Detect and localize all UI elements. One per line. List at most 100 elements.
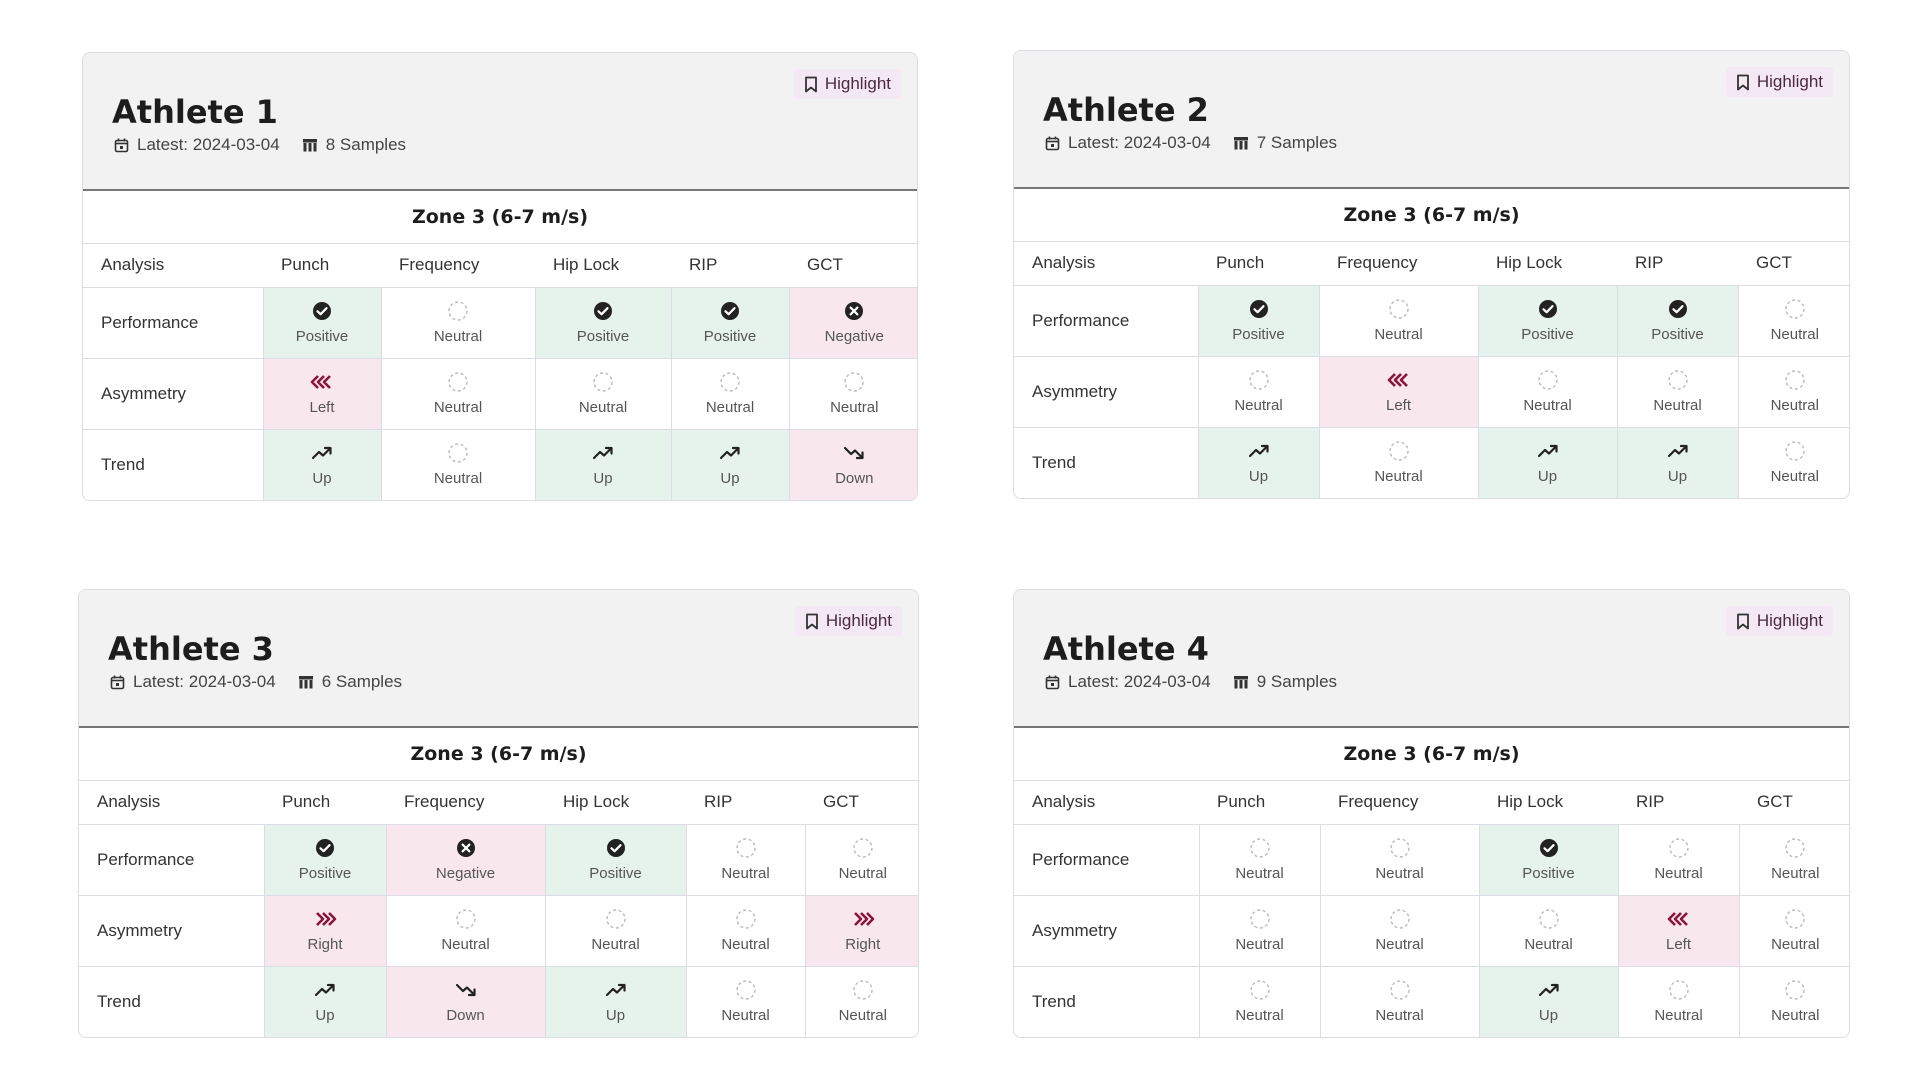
status-cell: Up <box>544 965 687 1037</box>
card-header: Highlight Athlete 3 Latest: 2024-03-04 <box>79 590 918 728</box>
table-row-performance: Performance Positive Neutral Positive Positi… <box>83 286 917 359</box>
status-cell: Neutral <box>1478 894 1619 967</box>
dashed-circle-icon <box>843 371 865 393</box>
column-header-gct: GCT <box>789 244 917 288</box>
sample-count: 8 Samples <box>325 135 407 154</box>
highlight-button[interactable]: Highlight <box>1725 67 1833 97</box>
status-label: Up <box>720 470 740 487</box>
status-cell: Right <box>804 894 918 967</box>
right-arrows-icon <box>312 908 338 930</box>
status-cell: Neutral <box>534 357 672 430</box>
athlete-meta: Latest: 2024-03-04 9 Samples <box>1045 672 1359 692</box>
highlight-label: Highlight <box>1756 611 1823 630</box>
trend-down-icon <box>843 442 865 464</box>
dashed-circle-icon <box>1249 908 1271 930</box>
status-label: Up <box>315 1007 335 1024</box>
zone-title: Zone 3 (6-7 m/s) <box>83 191 917 244</box>
status-cell: Down <box>788 428 917 500</box>
table-row-performance: Performance Positive Negative Positive Neutr… <box>79 823 918 896</box>
status-label: Neutral <box>1654 1007 1703 1024</box>
status-cell: Left <box>1617 894 1740 967</box>
latest-date: Latest: 2024-03-04 <box>1068 672 1211 691</box>
status-cell: Neutral <box>380 286 536 359</box>
status-label: Left <box>1385 397 1412 414</box>
status-label: Neutral <box>1523 397 1572 414</box>
bookmark-icon <box>1736 74 1749 90</box>
status-cell: Neutral <box>1318 426 1479 498</box>
table-row-trend: Trend Up Neutral Up Up Down <box>83 428 917 500</box>
highlight-label: Highlight <box>824 74 891 93</box>
latest-date: Latest: 2024-03-04 <box>133 672 276 691</box>
row-label: Performance <box>83 286 264 359</box>
dashed-circle-icon <box>852 979 874 1001</box>
highlight-button[interactable]: Highlight <box>793 69 901 99</box>
status-cell: Neutral <box>1198 823 1321 896</box>
status-label: Neutral <box>1771 1007 1820 1024</box>
sample-count: 6 Samples <box>321 672 403 691</box>
status-cell: Up <box>262 428 382 500</box>
card-header: Highlight Athlete 4 Latest: 2024-03-04 <box>1014 590 1849 728</box>
card-header: Highlight Athlete 2 Latest: 2024-03-04 <box>1014 51 1849 189</box>
athlete-card-3: Highlight Athlete 3 Latest: 2024-03-04 <box>78 589 919 1038</box>
check-circle-icon <box>720 300 740 322</box>
athlete-card-2: Highlight Athlete 2 Latest: 2024-03-04 <box>1013 50 1850 499</box>
dashed-circle-icon <box>1784 908 1806 930</box>
status-label: Neutral <box>1771 865 1820 882</box>
table-header-row: Analysis Punch Frequency Hip Lock RIP GCT <box>1014 242 1849 286</box>
status-cell: Neutral <box>1617 823 1740 896</box>
left-arrows-icon <box>1666 908 1692 930</box>
trend-up-icon <box>1248 440 1270 462</box>
dashed-circle-icon <box>1667 369 1689 391</box>
dashed-circle-icon <box>1784 298 1806 320</box>
column-header-hip-lock: Hip Lock <box>1479 781 1618 825</box>
status-cell: Neutral <box>1197 355 1320 428</box>
dashed-circle-icon <box>1389 908 1411 930</box>
column-header-gct: GCT <box>1739 781 1849 825</box>
status-label: Neutral <box>1770 468 1819 485</box>
status-label: Neutral <box>578 399 628 416</box>
dashed-circle-icon <box>605 908 627 930</box>
check-circle-icon <box>1249 298 1269 320</box>
calendar-icon <box>110 675 125 689</box>
status-cell: Neutral <box>804 823 918 896</box>
status-cell: Neutral <box>544 894 687 967</box>
row-label: Asymmetry <box>1014 355 1199 428</box>
x-circle-icon <box>456 837 476 859</box>
status-label: Negative <box>824 328 884 345</box>
status-label: Neutral <box>1374 326 1423 343</box>
status-cell: Positive <box>1197 284 1320 357</box>
column-header-frequency: Frequency <box>381 244 535 288</box>
row-label: Asymmetry <box>83 357 264 430</box>
status-cell: Positive <box>544 823 687 896</box>
status-cell: Neutral <box>1318 284 1479 357</box>
dashed-circle-icon <box>1784 369 1806 391</box>
status-cell: Neutral <box>685 965 806 1037</box>
trend-up-icon <box>314 979 336 1001</box>
status-cell: Right <box>263 894 387 967</box>
dashed-circle-icon <box>1538 908 1560 930</box>
highlight-button[interactable]: Highlight <box>1725 606 1833 636</box>
table-row-performance: Performance Positive Neutral Positive Positi… <box>1014 284 1849 357</box>
card-header: Highlight Athlete 1 Latest: 2024-03-04 <box>83 53 917 191</box>
dashed-circle-icon <box>1249 979 1271 1001</box>
status-label: Up <box>312 470 332 487</box>
status-label: Positive <box>298 865 352 882</box>
column-header-analysis: Analysis <box>79 781 264 825</box>
latest-date: Latest: 2024-03-04 <box>137 135 280 154</box>
trend-up-icon <box>719 442 741 464</box>
row-label: Performance <box>79 823 265 896</box>
dashed-circle-icon <box>1388 298 1410 320</box>
right-arrows-icon <box>850 908 876 930</box>
status-label: Neutral <box>441 936 490 953</box>
status-label: Positive <box>1651 326 1704 343</box>
status-label: Neutral <box>721 865 770 882</box>
status-cell: Neutral <box>804 965 918 1037</box>
dashed-circle-icon <box>1389 837 1411 859</box>
zone-title: Zone 3 (6-7 m/s) <box>1014 728 1849 781</box>
trend-up-icon <box>605 979 627 1001</box>
dashed-circle-icon <box>592 371 614 393</box>
athlete-name: Athlete 3 <box>108 630 274 668</box>
athlete-name: Athlete 2 <box>1043 91 1209 129</box>
check-circle-icon <box>1668 298 1688 320</box>
highlight-button[interactable]: Highlight <box>794 606 902 636</box>
